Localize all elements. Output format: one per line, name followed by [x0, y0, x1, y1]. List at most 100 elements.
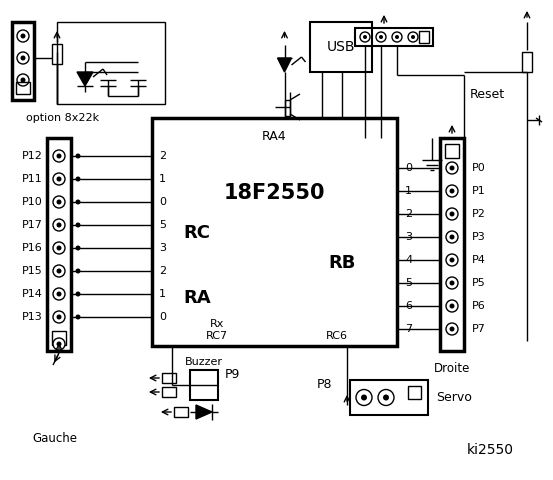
Circle shape [56, 291, 61, 297]
Circle shape [56, 341, 61, 347]
Text: 0: 0 [159, 312, 166, 322]
Bar [419, 31, 429, 43]
Circle shape [379, 35, 383, 39]
Circle shape [76, 200, 81, 204]
Circle shape [76, 177, 81, 181]
Text: P16: P16 [22, 243, 43, 253]
Bar [57, 22, 165, 104]
Circle shape [20, 34, 25, 38]
Bar [522, 52, 532, 72]
Bar [52, 44, 62, 64]
Text: 1: 1 [159, 289, 166, 299]
Text: P5: P5 [472, 278, 486, 288]
Text: 3: 3 [405, 232, 412, 242]
Bar [152, 118, 397, 346]
Circle shape [53, 150, 65, 162]
Circle shape [76, 291, 81, 297]
Circle shape [53, 288, 65, 300]
Text: P12: P12 [22, 151, 43, 161]
Text: 6: 6 [405, 301, 412, 311]
Text: 7: 7 [405, 324, 412, 334]
Text: 2: 2 [405, 209, 412, 219]
Bar [355, 28, 433, 46]
Circle shape [20, 77, 25, 83]
Circle shape [408, 32, 418, 42]
Text: Servo: Servo [436, 391, 472, 404]
Circle shape [53, 242, 65, 254]
Bar [174, 407, 188, 417]
Text: RB: RB [328, 254, 356, 272]
Circle shape [53, 311, 65, 323]
Circle shape [76, 314, 81, 320]
Circle shape [378, 389, 394, 406]
Circle shape [376, 32, 386, 42]
Text: P7: P7 [472, 324, 486, 334]
Bar [47, 138, 71, 351]
Bar [162, 387, 176, 397]
Circle shape [450, 257, 455, 263]
Circle shape [446, 162, 458, 174]
Text: P8: P8 [317, 379, 333, 392]
Circle shape [76, 245, 81, 251]
Circle shape [53, 196, 65, 208]
Circle shape [53, 338, 65, 350]
Circle shape [56, 177, 61, 181]
Text: 2: 2 [159, 151, 166, 161]
Circle shape [76, 154, 81, 158]
Text: P2: P2 [472, 209, 486, 219]
Bar [162, 373, 176, 383]
Polygon shape [278, 58, 291, 72]
Circle shape [53, 173, 65, 185]
Circle shape [450, 326, 455, 332]
Circle shape [56, 200, 61, 204]
Text: 0: 0 [405, 163, 412, 173]
Circle shape [446, 323, 458, 335]
Circle shape [53, 265, 65, 277]
Text: 2: 2 [159, 266, 166, 276]
Bar [408, 386, 421, 399]
Circle shape [450, 303, 455, 309]
Circle shape [356, 389, 372, 406]
Bar [440, 138, 464, 351]
Text: P11: P11 [22, 174, 43, 184]
Text: 1: 1 [159, 174, 166, 184]
Text: RA4: RA4 [262, 130, 287, 143]
Text: Gauche: Gauche [33, 432, 77, 444]
Text: Rx: Rx [210, 319, 224, 329]
Circle shape [411, 35, 415, 39]
Circle shape [56, 268, 61, 274]
Bar [12, 22, 34, 100]
Text: Reset: Reset [470, 88, 505, 101]
Circle shape [56, 314, 61, 320]
Circle shape [17, 52, 29, 64]
Circle shape [446, 277, 458, 289]
Text: P0: P0 [472, 163, 486, 173]
Text: Droite: Droite [434, 362, 470, 375]
Bar [285, 100, 290, 116]
Circle shape [360, 32, 370, 42]
Circle shape [392, 32, 402, 42]
Text: P13: P13 [22, 312, 43, 322]
Text: P4: P4 [472, 255, 486, 265]
Text: 5: 5 [405, 278, 412, 288]
Text: P14: P14 [22, 289, 43, 299]
Text: RA: RA [183, 289, 211, 307]
Text: P6: P6 [472, 301, 486, 311]
Text: USB: USB [327, 40, 355, 54]
Bar [190, 370, 218, 400]
Bar [16, 82, 30, 94]
Text: P17: P17 [22, 220, 43, 230]
Circle shape [363, 35, 367, 39]
Text: ki2550: ki2550 [467, 443, 514, 457]
Bar [445, 144, 459, 158]
Text: P10: P10 [22, 197, 43, 207]
Circle shape [450, 189, 455, 193]
Polygon shape [196, 405, 212, 419]
Circle shape [446, 231, 458, 243]
Text: RC7: RC7 [206, 331, 228, 341]
Text: RC: RC [184, 224, 211, 242]
Circle shape [450, 235, 455, 240]
Circle shape [446, 300, 458, 312]
Text: 1: 1 [405, 186, 412, 196]
Text: 5: 5 [159, 220, 166, 230]
